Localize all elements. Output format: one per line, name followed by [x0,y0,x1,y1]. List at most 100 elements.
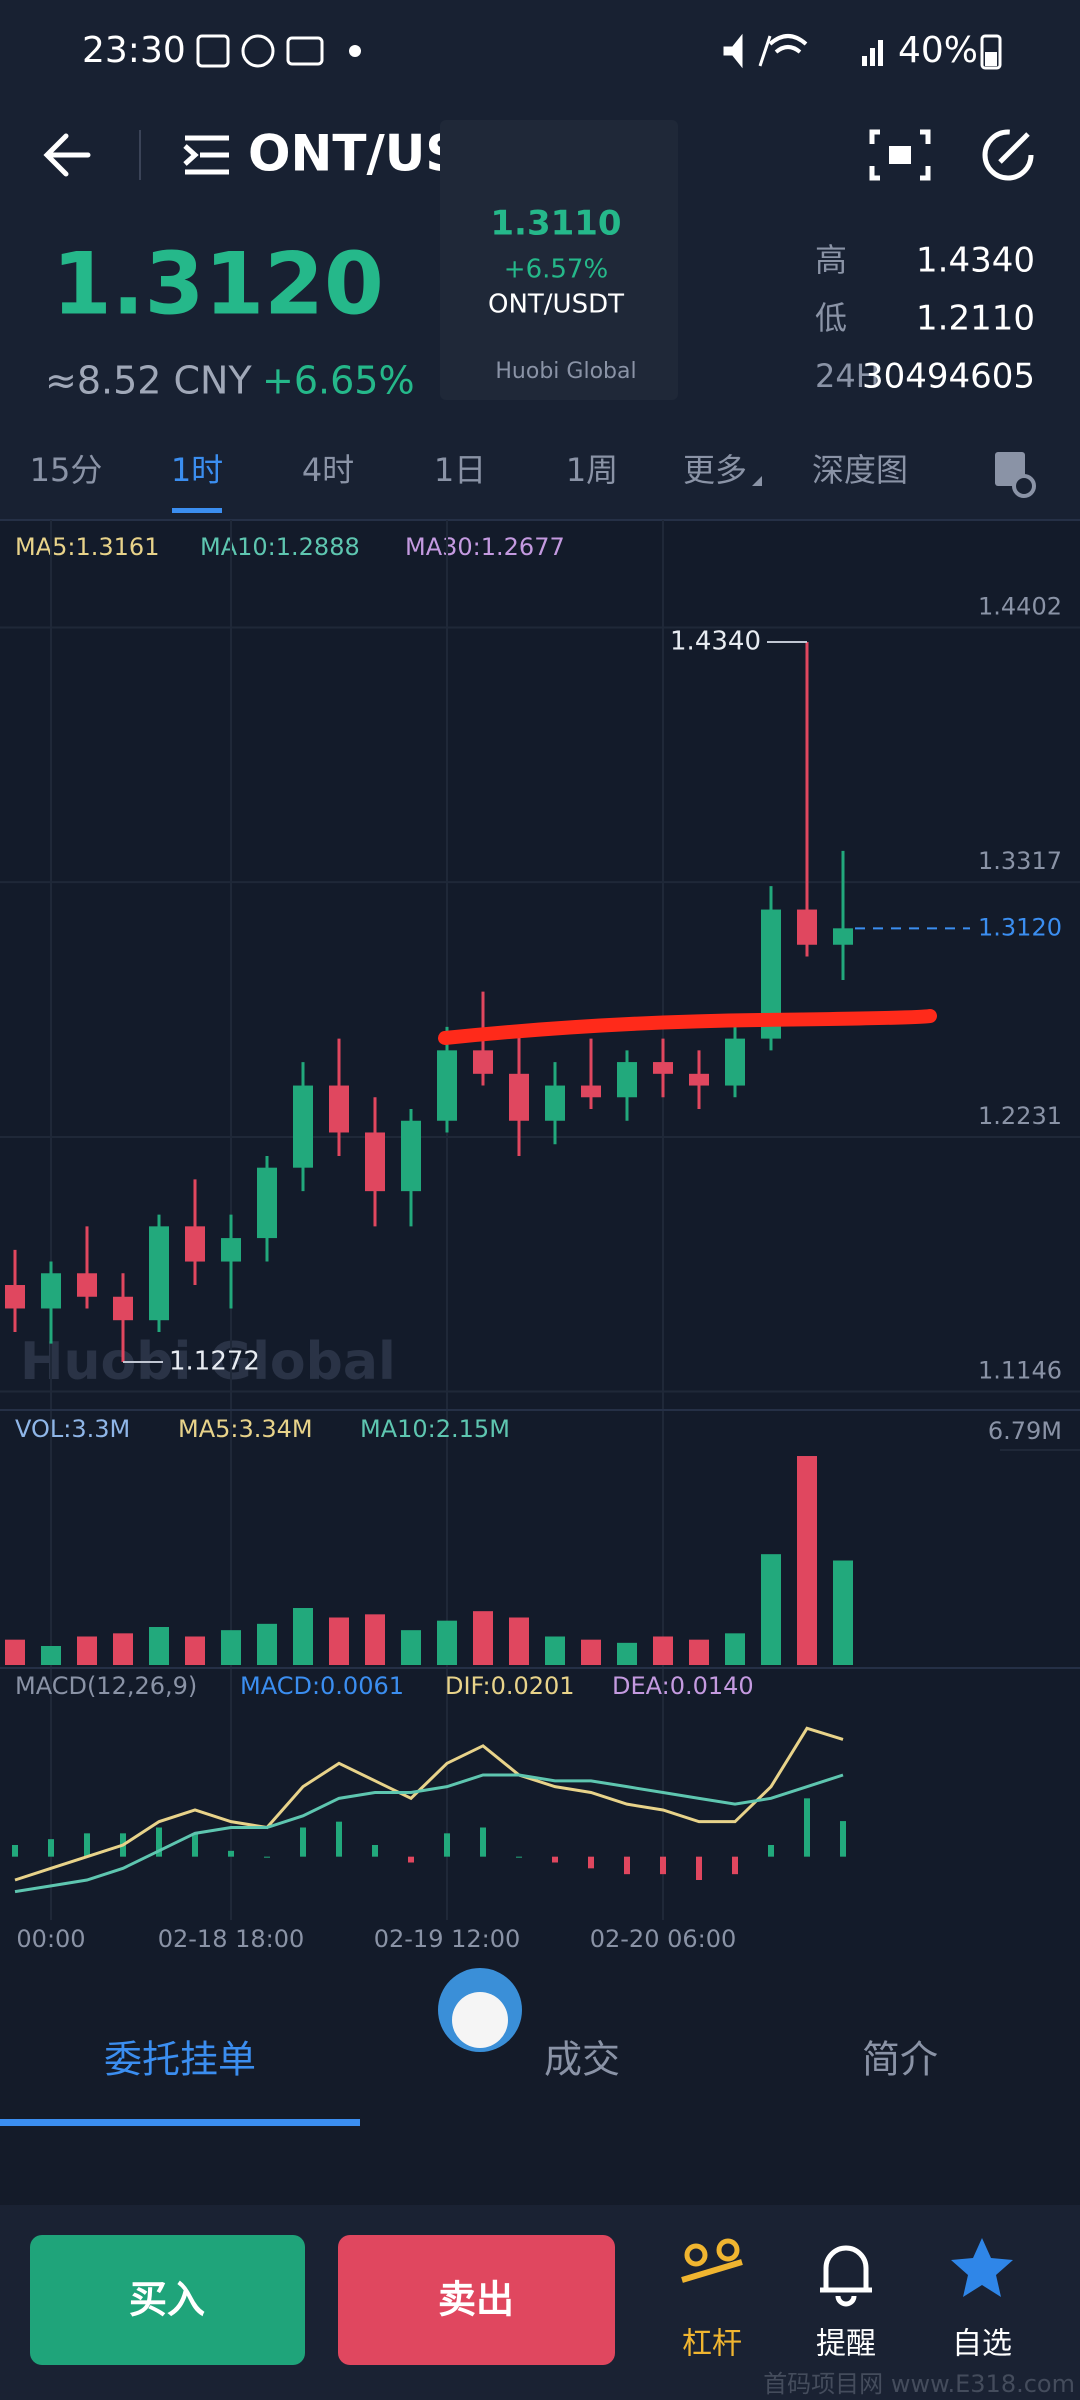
candle-body [545,1085,565,1121]
interval-tab[interactable]: 1日 [434,451,486,489]
mute-icon [723,33,772,69]
macd-bar [408,1856,414,1863]
price-change: +6.65% [262,359,415,403]
status-icon [196,34,230,68]
volume-bar [41,1646,61,1665]
status-icon [241,34,275,68]
ma-legend: MA30:1.2677 [405,533,565,561]
candle-body [149,1226,169,1321]
order-tab[interactable]: 成交 [544,2038,620,2082]
volume-bar [509,1617,529,1665]
volume-bar [761,1554,781,1665]
interval-tab[interactable]: 15分 [30,451,103,489]
macd-bar [588,1856,594,1869]
candle-body [401,1120,421,1192]
interval-indicator [172,508,222,513]
volume-bar [689,1639,709,1665]
candle-body [509,1073,529,1121]
macd-bar [696,1856,702,1880]
macd-legend: DIF:0.0201 [445,1672,575,1700]
candle-body [473,1050,493,1074]
buy-label: 买入 [129,2278,205,2322]
interval-tab[interactable]: 1时 [171,451,223,489]
x-tick-label: 02-19 12:00 [374,1925,521,1953]
nav-label[interactable]: 自选 [952,2327,1012,2362]
y-tick-label: 1.1146 [978,1357,1062,1385]
nav-label[interactable]: 提醒 [816,2327,876,2362]
volume-bar [185,1636,205,1665]
volume-bar [293,1608,313,1665]
volume-bar [617,1642,637,1665]
kline-chart: MA5:1.3161 MA10:1.2888 MA30:1.2677 Huobi Gl… [0,520,1080,1953]
x-tick-label: 00:00 [16,1925,85,1953]
macd-legend: DEA:0.0140 [612,1672,754,1700]
leverage-icon[interactable] [681,2259,743,2283]
candle-body [185,1226,205,1262]
status-dot [349,45,361,57]
buy-button[interactable] [30,2235,305,2365]
volume-bar [365,1614,385,1665]
macd-bar [804,1798,810,1857]
settings-gear [1012,474,1036,498]
last-price: 1.3120 [52,234,384,334]
x-tick-label: 02-20 06:00 [590,1925,737,1953]
last-price-label: 1.3120 [978,913,1062,941]
macd-dif-line [14,1726,844,1882]
interval-tab[interactable]: 深度图 [812,451,908,489]
favorite-icon[interactable] [951,2238,1013,2297]
popup-brand: Huobi Global [495,359,636,384]
leverage-icon-dot [684,2243,708,2267]
popup-price: 1.3110 [490,204,621,244]
status-battery: 40% [898,30,978,71]
nav-label[interactable]: 杠杆 [682,2327,742,2362]
candle-body [257,1167,277,1239]
candle-body [653,1062,673,1074]
interval-tabs: 15分 1时 4时 1日 1周 更多 深度图 [30,451,908,513]
candle-body [725,1038,745,1086]
volume-bar [329,1617,349,1665]
candle-body [437,1050,457,1121]
ma-legend: MA5:1.3161 [15,533,159,561]
candle-body [617,1062,637,1098]
fullscreen-icon[interactable] [869,129,931,181]
macd-bar [624,1856,630,1875]
order-tab[interactable]: 简介 [862,2038,938,2082]
volume-bar [113,1633,133,1665]
refresh-icon[interactable] [982,129,1034,181]
menu-icon[interactable] [183,135,229,175]
candle-body [221,1238,241,1262]
more-triangle [752,476,762,486]
order-tab[interactable]: 委托挂单 [104,2038,256,2082]
volume-bar [5,1639,25,1665]
back-button[interactable] [43,133,91,177]
volume-bar [581,1639,601,1665]
price-popup [440,120,678,400]
interval-tab[interactable]: 1周 [566,451,618,489]
candle-body [329,1085,349,1133]
battery-level [985,52,997,66]
macd-bar [768,1845,774,1857]
order-panel [0,1960,1080,2205]
stat-label: 低 [815,299,847,337]
macd-bar [552,1856,558,1863]
macd-bar [480,1827,486,1857]
candle-body [293,1085,313,1168]
signal-icon [862,56,867,66]
sell-button[interactable] [338,2235,615,2365]
volume-bar [725,1633,745,1665]
mascot-face [452,1992,508,2048]
interval-tab[interactable]: 4时 [302,451,354,489]
popup-change: +6.57% [504,255,608,285]
candle-body [41,1273,61,1309]
macd-bar [444,1833,450,1857]
leverage-icon-dot [716,2238,740,2262]
volume-bar [149,1627,169,1665]
interval-tab[interactable]: 更多 [683,451,747,489]
macd-dea-line [14,1773,844,1894]
alert-icon[interactable] [820,2245,872,2307]
low-label: 1.1272 [169,1346,260,1376]
price-cny: ≈8.52 CNY [45,359,252,403]
wifi-icon [768,34,808,54]
sell-label: 卖出 [438,2278,514,2322]
